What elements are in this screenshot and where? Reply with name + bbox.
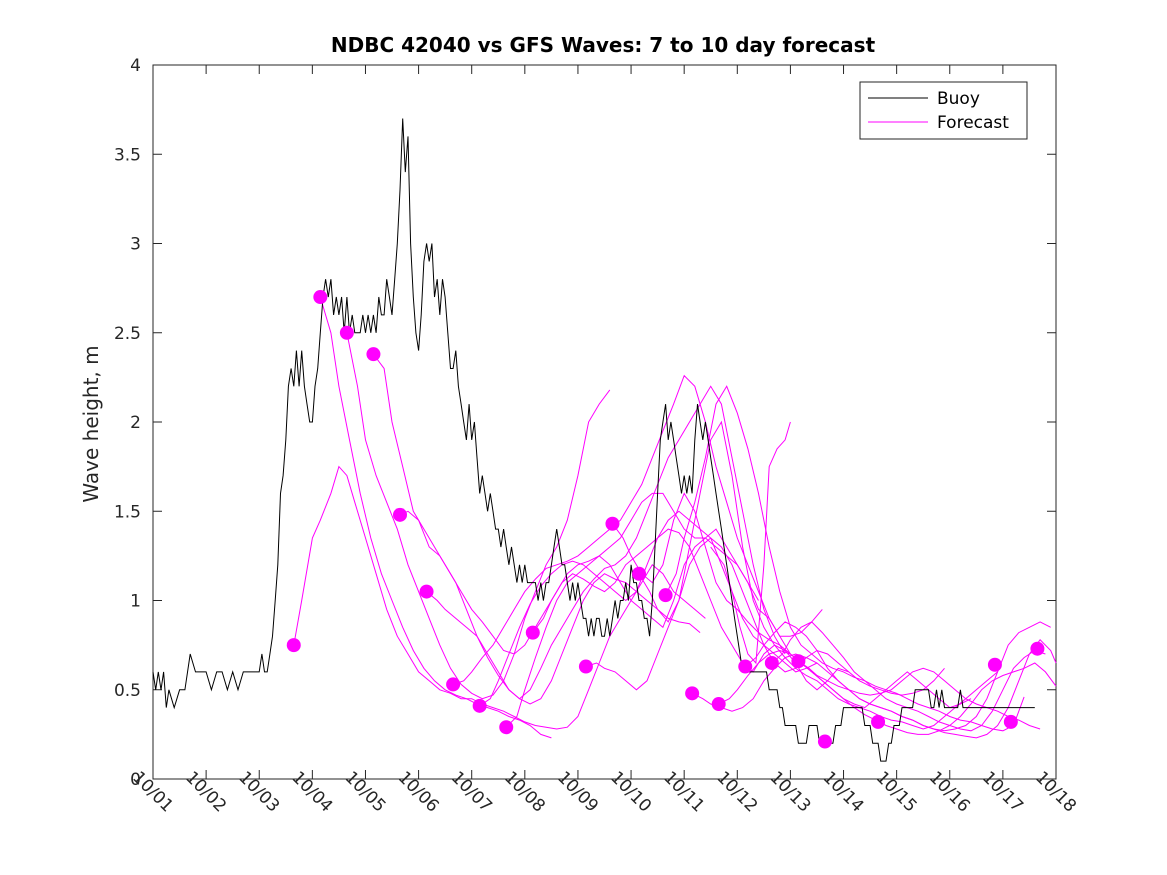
forecast-marker [711,697,726,712]
forecast-marker [1030,641,1045,656]
forecast-line-14 [665,385,1025,732]
legend-forecast-label: Forecast [937,113,1009,133]
chart-title: NDBC 42040 vs GFS Waves: 7 to 10 day for… [331,33,876,57]
forecast-marker [685,686,700,701]
forecast-marker [525,625,540,640]
forecast-line-2 [319,296,552,739]
y-tick-label: 2.5 [114,324,141,344]
forecast-line-8 [479,510,818,707]
y-tick-label: 0 [130,770,141,790]
forecast-marker [1003,714,1018,729]
forecast-line-4 [372,353,701,705]
y-tick-label: 4 [130,56,141,76]
forecast-marker [658,588,673,603]
forecast-line-7 [452,374,791,685]
y-tick-label: 1.5 [114,502,141,522]
forecast-line-15 [691,621,1051,732]
axis-ticks [152,64,1057,780]
forecast-marker [578,659,593,674]
forecast-line-5 [399,492,759,655]
forecast-line-1 [293,465,706,730]
buoy-line [152,118,1035,762]
forecast-marker [817,734,832,749]
y-tick-label: 0.5 [114,681,141,701]
y-tick-label: 2 [130,413,141,433]
y-tick-label: 3.5 [114,145,141,165]
forecast-line-19 [798,660,1041,730]
y-tick-label: 1 [130,592,141,612]
forecast-marker [871,714,886,729]
forecast-marker [313,290,328,305]
plot-area-frame [152,64,1057,780]
forecast-marker [339,325,354,340]
forecast-line-3 [346,332,611,700]
legend: Buoy Forecast [859,81,1028,140]
forecast-marker [987,657,1002,672]
forecast-marker [419,584,434,599]
forecast-line-13 [638,420,998,730]
forecast-series [293,296,1057,739]
forecast-marker [472,698,487,713]
legend-box [859,81,1028,140]
forecast-marker [366,347,381,362]
forecast-marker [791,654,806,669]
forecast-marker [764,655,779,670]
forecast-line-16 [718,649,1057,735]
forecast-marker [632,566,647,581]
forecast-line-6 [426,385,786,700]
y-axis-label: Wave height, m [79,345,103,502]
forecast-marker [286,638,301,653]
forecast-marker [392,507,407,522]
forecast-markers [286,290,1045,749]
forecast-marker [738,659,753,674]
y-tick-label: 3 [130,235,141,255]
legend-buoy-label: Buoy [937,89,980,109]
forecast-marker [605,516,620,531]
forecast-marker [446,677,461,692]
forecast-line-9 [505,528,823,728]
forecast-marker [499,720,514,735]
buoy-series [152,118,1035,762]
